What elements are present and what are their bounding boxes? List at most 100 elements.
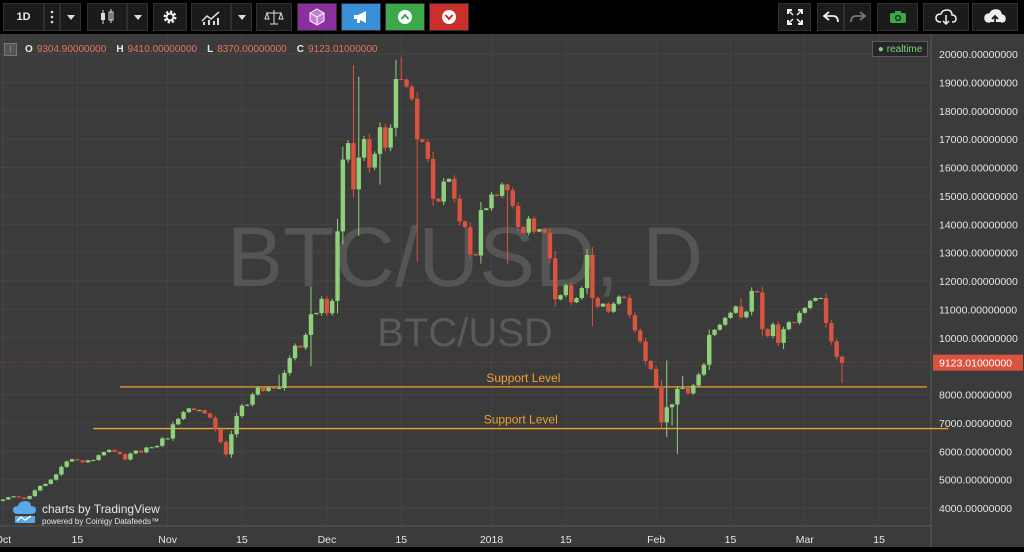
- candle-body: [473, 254, 478, 256]
- undo-icon[interactable]: [817, 3, 844, 31]
- gear-icon[interactable]: [153, 3, 187, 31]
- candle-body: [319, 298, 324, 314]
- down-circle-icon[interactable]: [429, 3, 469, 31]
- candle-body: [239, 405, 245, 417]
- candle-body: [834, 341, 839, 357]
- candle-body: [292, 345, 298, 359]
- candle-body: [568, 285, 574, 303]
- chart-panel[interactable]: 20000.00000000 19000.00000000 18000.000000…: [0, 34, 1024, 547]
- candle-body: [553, 258, 558, 300]
- candle-body: [330, 300, 335, 314]
- compare-scale-icon[interactable]: [256, 3, 292, 31]
- realtime-badge[interactable]: ● realtime: [872, 41, 928, 57]
- y-tick-label: 19000.00000000: [939, 77, 1018, 89]
- candle-body: [515, 205, 521, 228]
- x-tick-label: Mar: [796, 534, 815, 546]
- price-chart[interactable]: 20000.00000000 19000.00000000 18000.000000…: [0, 34, 1024, 547]
- candle-body: [776, 324, 781, 343]
- candle-body: [298, 345, 303, 348]
- candle-body: [691, 385, 696, 394]
- candle-body: [191, 408, 197, 411]
- candle-body: [91, 460, 96, 462]
- style-dropdown-icon[interactable]: [127, 3, 148, 31]
- y-tick-label: 10000.00000000: [939, 333, 1018, 345]
- candle-body: [250, 394, 255, 405]
- y-tick-label: 20000.00000000: [939, 49, 1018, 61]
- candle-body: [149, 447, 154, 449]
- candle-body: [48, 479, 53, 484]
- candle-style-icon[interactable]: [87, 3, 127, 31]
- x-tick-label: 15: [560, 534, 572, 546]
- candle-body: [282, 372, 287, 388]
- indicators-icon[interactable]: [191, 3, 231, 31]
- candle-body: [441, 181, 446, 202]
- candle-body: [101, 452, 107, 456]
- candle-body: [53, 474, 59, 480]
- cloud-upload-icon[interactable]: [972, 3, 1018, 31]
- y-tick-label: 7000.00000000: [939, 418, 1012, 430]
- candle-body: [138, 450, 144, 453]
- candle-body: [0, 499, 6, 501]
- candle-body: [351, 143, 356, 190]
- cloud-download-icon[interactable]: [923, 3, 969, 31]
- y-tick-label: 13000.00000000: [939, 248, 1018, 260]
- tradingview-branding[interactable]: charts by TradingView powered by Coinigy…: [12, 500, 160, 529]
- watermark-sub: BTC/USD: [377, 311, 553, 355]
- redo-icon[interactable]: [844, 3, 871, 31]
- interval-button[interactable]: 1D: [3, 3, 44, 31]
- candle-body: [754, 290, 760, 293]
- interval-dropdown-icon[interactable]: [60, 3, 81, 31]
- candle-body: [680, 387, 685, 389]
- more-dots-icon[interactable]: [44, 3, 60, 31]
- megaphone-icon[interactable]: [341, 3, 381, 31]
- candle-body: [425, 141, 430, 159]
- candle-body: [170, 424, 176, 439]
- indicators-dropdown-icon[interactable]: [231, 3, 252, 31]
- candle-body: [818, 298, 823, 300]
- candle-body: [462, 221, 468, 228]
- cube-icon[interactable]: [297, 3, 337, 31]
- candle-body: [37, 485, 43, 491]
- candle-body: [590, 254, 595, 299]
- camera-icon[interactable]: [877, 3, 918, 31]
- candle-body: [388, 127, 393, 148]
- candle-body: [340, 159, 346, 232]
- candle-body: [797, 312, 802, 323]
- candle-body: [308, 314, 314, 335]
- candle-body: [457, 198, 462, 222]
- candle-body: [409, 86, 415, 99]
- candle-body: [600, 303, 606, 307]
- candle-body: [521, 227, 526, 233]
- candle-body: [80, 460, 85, 463]
- candle-body: [43, 483, 48, 486]
- candle-body: [537, 229, 542, 232]
- up-circle-icon[interactable]: [385, 3, 425, 31]
- candle-body: [27, 496, 32, 499]
- candle-body: [446, 178, 452, 182]
- fullscreen-icon[interactable]: [778, 3, 811, 31]
- x-tick-label: Dec: [318, 534, 337, 546]
- candle-body: [606, 303, 611, 312]
- candle-body: [181, 412, 186, 419]
- candle-body: [675, 388, 680, 405]
- candle-body: [717, 324, 723, 330]
- x-tick-label: Oct: [0, 534, 11, 546]
- candle-body: [728, 312, 733, 318]
- candle-body: [59, 466, 64, 475]
- collapse-legend-icon[interactable]: ⁝: [4, 42, 17, 56]
- candle-body: [823, 298, 829, 323]
- candle-body: [276, 387, 282, 389]
- candle-body: [484, 208, 489, 211]
- candle-body: [213, 417, 218, 430]
- price-axis: [931, 34, 1024, 547]
- candle-body: [383, 127, 388, 148]
- x-tick-label: 2018: [480, 534, 504, 546]
- candle-body: [117, 451, 123, 455]
- candle-body: [287, 358, 292, 373]
- candle-body: [107, 449, 112, 453]
- candle-body: [760, 292, 765, 330]
- candle-body: [207, 413, 213, 418]
- y-tick-label: 8000.00000000: [939, 390, 1012, 402]
- candle-body: [781, 329, 786, 343]
- candle-body: [701, 364, 707, 375]
